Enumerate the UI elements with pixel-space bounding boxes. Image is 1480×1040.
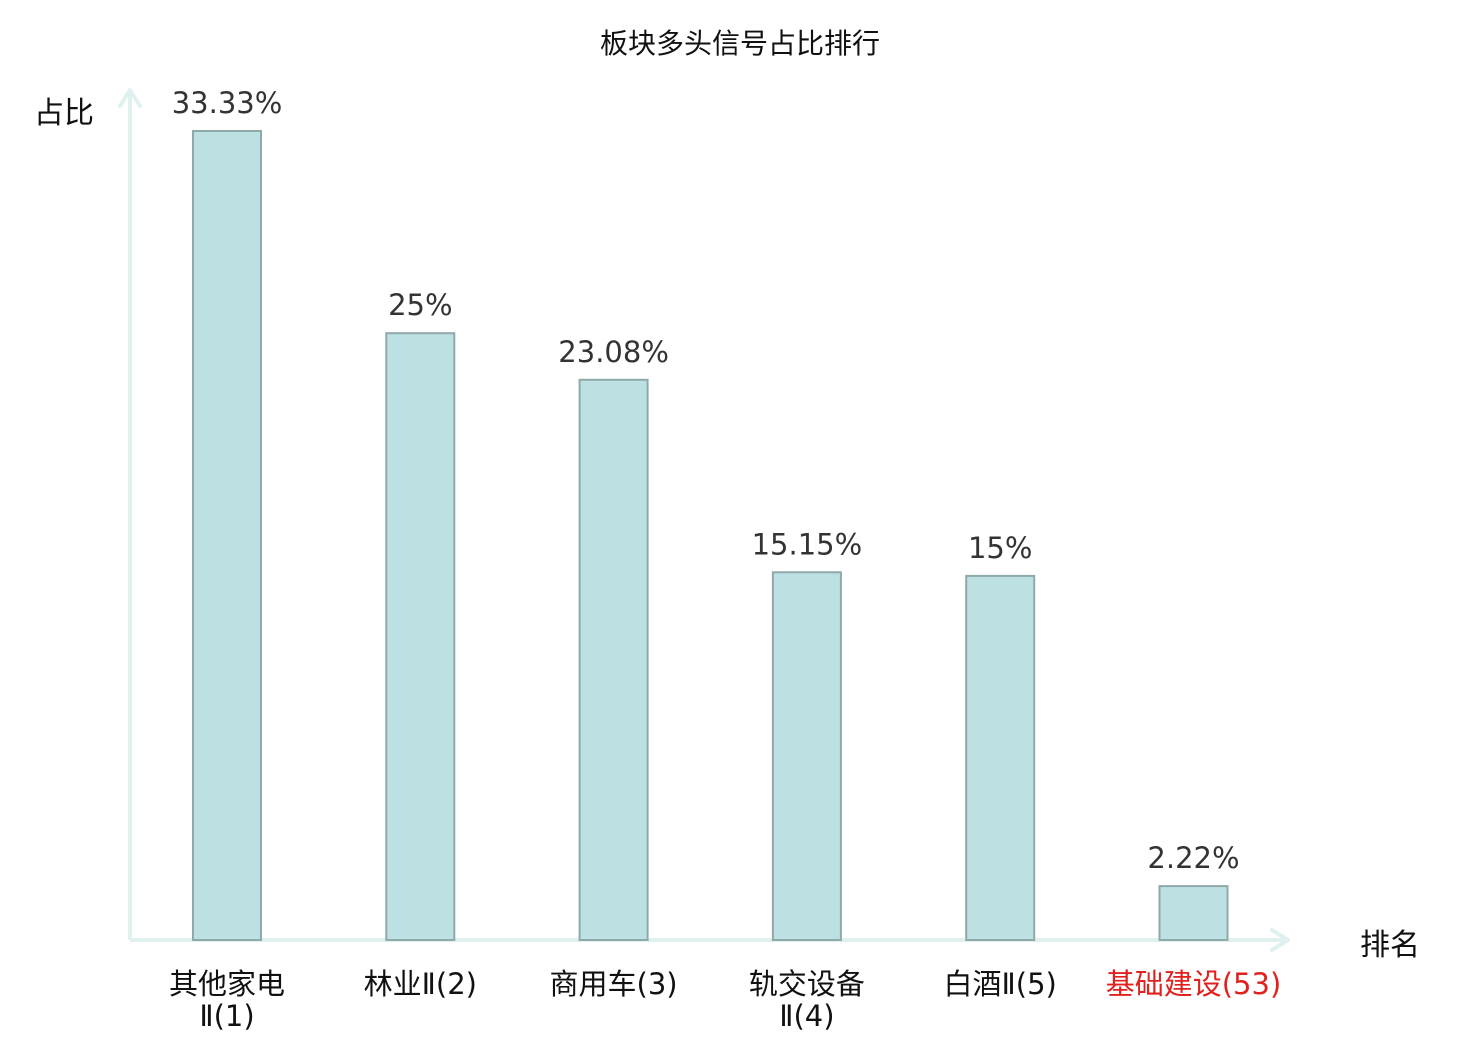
chart-title: 板块多头信号占比排行 xyxy=(599,27,880,60)
value-label-3: 15.15% xyxy=(752,527,863,561)
bar-5 xyxy=(1158,885,1229,942)
y-axis-label: 占比 xyxy=(34,96,94,131)
value-label-1: 25% xyxy=(388,288,452,322)
category-label-2: 商用车(3) xyxy=(550,967,678,1001)
bar-0 xyxy=(192,130,262,941)
value-label-5: 2.22% xyxy=(1147,841,1239,875)
value-label-4: 15% xyxy=(968,531,1032,565)
category-label-3: 轨交设备 xyxy=(749,967,865,1001)
x-axis-arrow-icon xyxy=(1270,928,1290,952)
category-label-5: 基础建设(53) xyxy=(1106,967,1282,1001)
x-axis-label: 排名 xyxy=(1360,928,1420,963)
value-label-2: 23.08% xyxy=(558,335,669,369)
category-label-0-line2: Ⅱ(1) xyxy=(199,999,254,1033)
value-label-0: 33.33% xyxy=(172,86,283,120)
category-label-1: 林业Ⅱ(2) xyxy=(364,967,477,1001)
bar-1 xyxy=(385,332,456,941)
bar-4 xyxy=(965,574,1036,941)
y-axis-arrow-icon xyxy=(118,88,142,108)
category-label-0: 其他家电 xyxy=(169,967,285,1001)
category-label-4: 白酒Ⅱ(5) xyxy=(944,967,1057,1001)
bar-2 xyxy=(578,378,649,942)
bar-3 xyxy=(771,571,842,941)
category-label-3-line2: Ⅱ(4) xyxy=(779,999,834,1033)
